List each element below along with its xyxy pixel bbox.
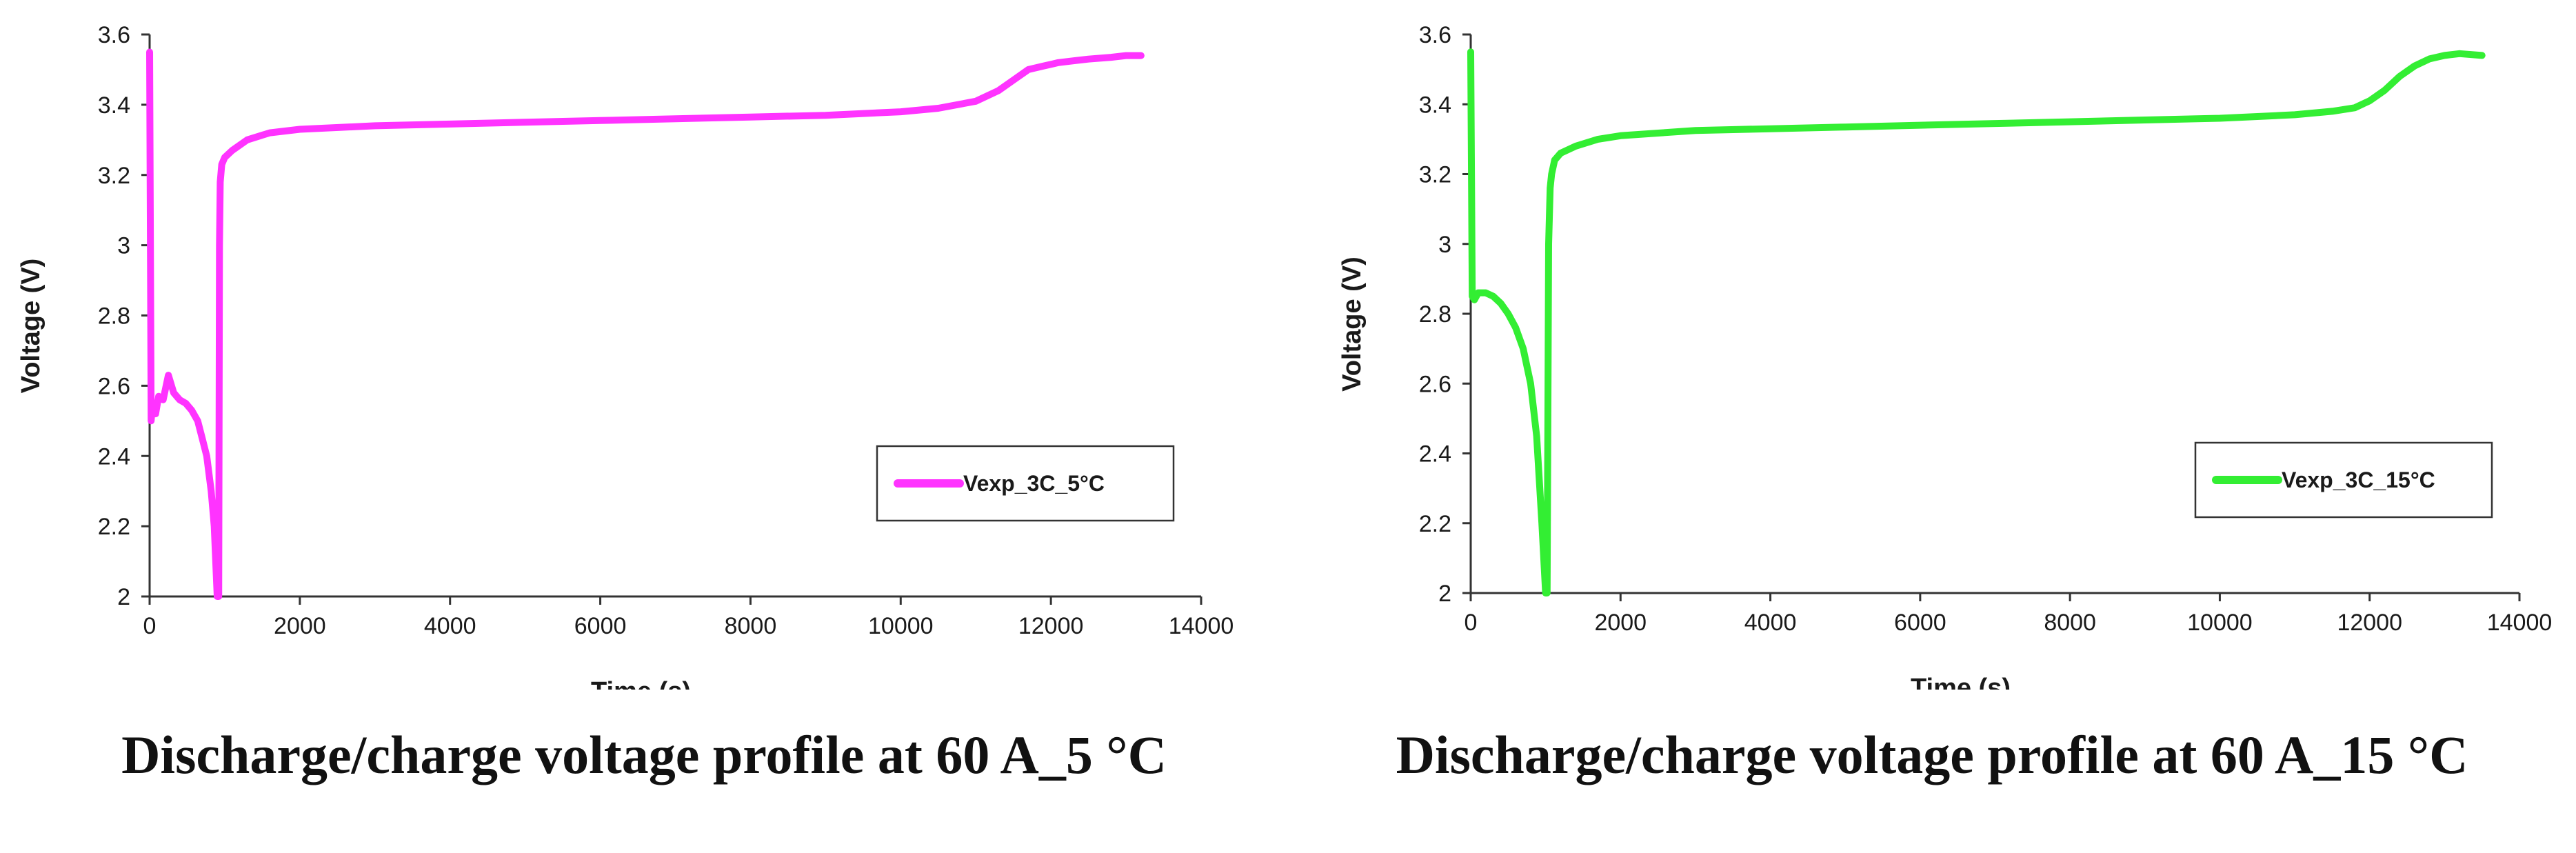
y-tick-label: 2.8 [98,303,130,330]
x-tick-label: 12000 [1018,613,1084,639]
legend-label: Vexp_3C_5°C [963,471,1105,496]
series-line [146,48,1145,600]
x-tick-label: 2000 [274,613,326,639]
y-tick-label: 2.8 [1419,301,1451,328]
x-tick-label: 14000 [1169,613,1234,639]
y-tick-label: 2.6 [98,373,130,399]
y-axis-label: Voltage (V) [1338,257,1367,392]
y-tick-label: 2.6 [1419,371,1451,397]
y-tick-label: 3.6 [98,22,130,48]
y-tick-label: 2.4 [1419,441,1451,468]
y-tick-label: 3.4 [1419,92,1451,118]
x-tick-label: 0 [143,613,157,639]
voltage-chart-15c: 2 2.2 2.4 2.6 2.8 3 3.2 3.4 3.6 0 2000 4000 6000 8000… [1338,22,2553,690]
x-tick-label: 10000 [868,613,934,639]
y-tick-label: 3.4 [98,92,130,119]
y-tick-label: 3.6 [1419,22,1451,48]
x-tick-label: 12000 [2337,610,2402,636]
chart-panel-right: 2 2.2 2.4 2.6 2.8 3 3.2 3.4 3.6 0 2000 4000 6000 8000… [1288,0,2576,853]
chart-title: Discharge/charge voltage profile at 60 A… [1396,725,2468,785]
x-tick-label: 14000 [2487,610,2553,636]
x-tick-label: 0 [1465,610,1478,636]
y-tick-label: 2 [1438,581,1451,607]
y-tick-label: 2.4 [98,443,130,470]
voltage-chart-5c: 2 2.2 2.4 2.6 2.8 3 3.2 3.4 3.6 0 2000 4000 6000 8000… [17,22,1234,690]
chart-panel-left: 2 2.2 2.4 2.6 2.8 3 3.2 3.4 3.6 0 2000 4000 6000 8000… [17,22,1234,785]
x-axis-label: Time (s) [1911,674,2011,690]
x-tick-label: 8000 [2044,610,2096,636]
x-tick-label: 10000 [2187,610,2253,636]
x-tick-label: 4000 [424,613,476,639]
x-tick-label: 4000 [1744,610,1797,636]
x-axis-label: Time (s) [591,677,691,690]
x-tick-label: 6000 [574,613,627,639]
y-axis-label: Voltage (V) [17,259,46,394]
x-tick-label: 8000 [725,613,777,639]
x-tick-label: 2000 [1594,610,1647,636]
y-tick-label: 3 [117,233,130,259]
chart-title: Discharge/charge voltage profile at 60 A… [121,725,1167,785]
legend: Vexp_3C_15°C [2194,441,2493,519]
legend: Vexp_3C_5°C [876,445,1175,522]
y-tick-label: 3.2 [98,163,130,189]
y-tick-label: 2.2 [1419,511,1451,537]
y-tick-label: 2 [117,584,130,610]
y-tick-label: 3 [1438,232,1451,258]
y-tick-label: 2.2 [98,514,130,540]
legend-label: Vexp_3C_15°C [2282,468,2435,492]
y-tick-label: 3.2 [1419,162,1451,188]
x-tick-label: 6000 [1894,610,1946,636]
series-line [1467,48,2486,596]
